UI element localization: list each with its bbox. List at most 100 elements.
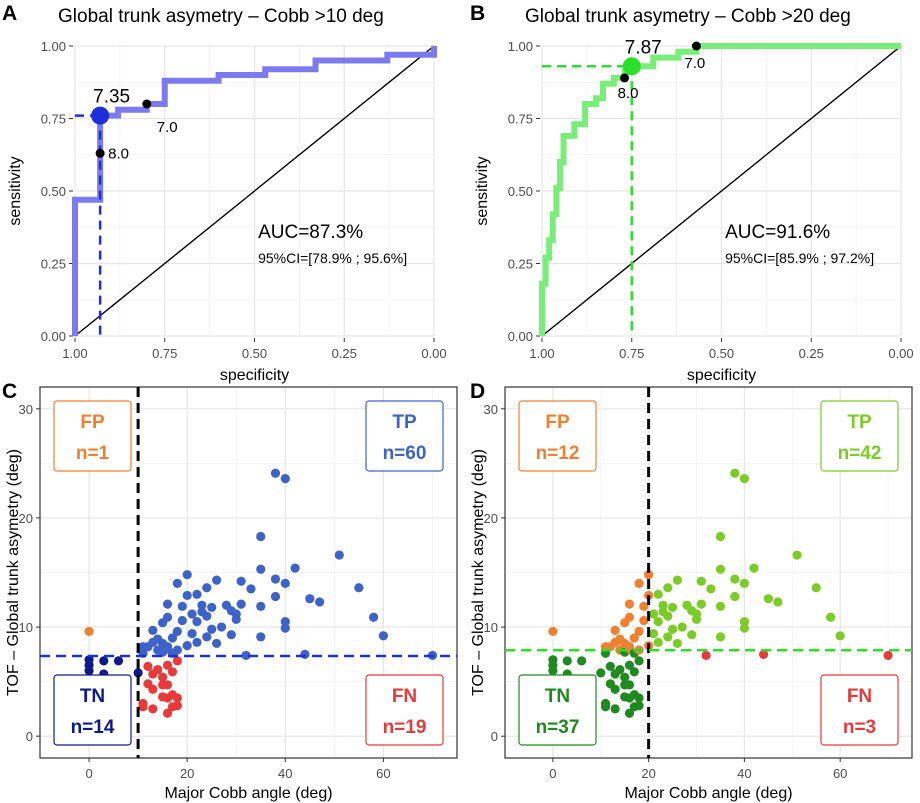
data-point-tp bbox=[648, 629, 659, 639]
threshold-point bbox=[95, 148, 105, 158]
chart-title: Global trunk asymetry – Cobb >20 deg bbox=[525, 6, 851, 27]
data-point-fp bbox=[644, 570, 654, 580]
panel-label: A bbox=[2, 2, 17, 25]
y-tick-label: 1.00 bbox=[41, 39, 66, 54]
data-point-tp bbox=[270, 574, 281, 584]
data-point-tp bbox=[739, 617, 750, 627]
data-point-tn bbox=[99, 656, 109, 666]
data-point-tp bbox=[715, 632, 726, 642]
data-point-tp bbox=[730, 468, 740, 478]
data-point-tp bbox=[172, 578, 182, 589]
data-point-tp bbox=[369, 612, 379, 622]
quadrant-border bbox=[365, 674, 444, 746]
data-point-tp bbox=[187, 609, 197, 619]
data-point-tp bbox=[663, 583, 673, 593]
quadrant-box-fn: FN n=3 bbox=[820, 674, 899, 746]
data-point-fn bbox=[153, 665, 163, 675]
roc-curve bbox=[539, 43, 901, 336]
data-point-tn bbox=[624, 708, 635, 718]
quadrant-border bbox=[365, 400, 444, 472]
y-tick-label: 30 bbox=[19, 402, 33, 417]
roc-panel-A: A Global trunk asymetry – Cobb >10 deg 1.0… bbox=[2, 2, 447, 384]
data-point-tp bbox=[216, 622, 227, 632]
quadrant-box-fp: FP n=12 bbox=[518, 400, 597, 472]
data-point-tp bbox=[256, 632, 266, 642]
y-tick-label: 0.25 bbox=[41, 257, 66, 272]
quadrant-name: FN bbox=[847, 686, 872, 707]
data-point-tp bbox=[197, 600, 207, 610]
y-tick-label: 1.00 bbox=[508, 39, 533, 54]
data-point-fp bbox=[624, 612, 635, 622]
auc-text: AUC=91.6% bbox=[725, 222, 830, 243]
data-point-tp bbox=[212, 575, 222, 585]
data-point-tp bbox=[256, 564, 266, 574]
data-point-tp bbox=[739, 623, 750, 633]
data-point-tp bbox=[354, 583, 364, 593]
data-point-tp bbox=[653, 617, 663, 627]
quadrant-border bbox=[518, 674, 597, 746]
data-point-fp bbox=[634, 578, 644, 589]
data-point-fp bbox=[639, 601, 649, 611]
x-tick-label: 0.00 bbox=[421, 346, 446, 361]
data-point-tp bbox=[187, 629, 197, 639]
x-axis-title: Major Cobb angle (deg) bbox=[164, 785, 332, 802]
data-point-tn bbox=[133, 668, 143, 678]
data-point-tp bbox=[162, 599, 173, 609]
quadrant-count: n=60 bbox=[383, 443, 427, 464]
optimal-point-label: 7.87 bbox=[625, 37, 662, 58]
data-point-tp bbox=[226, 630, 236, 640]
data-point-tp bbox=[280, 617, 290, 627]
data-point-tp bbox=[663, 611, 673, 621]
data-point-fp bbox=[610, 625, 620, 635]
data-point-tp bbox=[236, 576, 246, 586]
data-point-fn bbox=[148, 684, 158, 694]
data-point-tp bbox=[290, 563, 300, 573]
data-point-tn bbox=[610, 684, 620, 694]
data-point-tp bbox=[763, 594, 773, 604]
data-point-tp bbox=[826, 612, 836, 622]
data-point-fn bbox=[172, 693, 182, 703]
x-tick-label: 60 bbox=[833, 766, 847, 781]
data-point-tn bbox=[634, 656, 644, 666]
data-point-tp bbox=[207, 624, 217, 634]
data-point-tp bbox=[715, 564, 726, 574]
y-tick-label: 30 bbox=[484, 402, 498, 417]
x-tick-label: 20 bbox=[180, 766, 194, 781]
data-point-tp bbox=[792, 550, 802, 560]
data-point-tp bbox=[672, 638, 682, 649]
threshold-point-label: 8.0 bbox=[618, 85, 639, 102]
y-axis-title: TOF – Global trunk asymetry (deg) bbox=[470, 449, 487, 696]
data-point-tn bbox=[600, 702, 611, 712]
x-tick-label: 60 bbox=[376, 766, 390, 781]
y-tick-label: 10 bbox=[19, 620, 33, 635]
x-tick-label: 1.00 bbox=[62, 346, 87, 361]
roc-curve bbox=[72, 46, 437, 336]
threshold-point bbox=[620, 73, 630, 83]
x-axis-title: specificity bbox=[687, 367, 756, 384]
y-tick-label: 0.50 bbox=[41, 184, 66, 199]
data-point-tn bbox=[634, 701, 644, 711]
ci-text: 95%CI=[85.9% ; 97.2%] bbox=[725, 250, 874, 266]
quadrant-count: n=14 bbox=[71, 717, 115, 738]
data-point-tp bbox=[182, 641, 192, 651]
data-point-tp bbox=[730, 591, 740, 602]
x-tick-label: 0 bbox=[85, 766, 92, 781]
data-point-fn bbox=[143, 661, 153, 671]
data-point-tp bbox=[378, 631, 389, 641]
data-point-tp bbox=[663, 632, 673, 642]
data-point-tp bbox=[280, 578, 290, 589]
x-tick-label: 0.50 bbox=[709, 346, 734, 361]
data-point-tp bbox=[696, 599, 706, 609]
data-point-tp bbox=[749, 563, 759, 573]
data-point-tp bbox=[687, 630, 697, 640]
data-point-tp bbox=[305, 594, 315, 604]
data-point-tp bbox=[730, 574, 740, 584]
x-tick-label: 0.50 bbox=[242, 346, 267, 361]
data-point-tp bbox=[177, 615, 187, 626]
data-point-fn bbox=[138, 702, 148, 712]
x-tick-label: 0 bbox=[549, 766, 556, 781]
data-point-tp bbox=[192, 637, 202, 647]
quadrant-count: n=12 bbox=[536, 443, 580, 464]
data-point-tp bbox=[773, 597, 783, 607]
